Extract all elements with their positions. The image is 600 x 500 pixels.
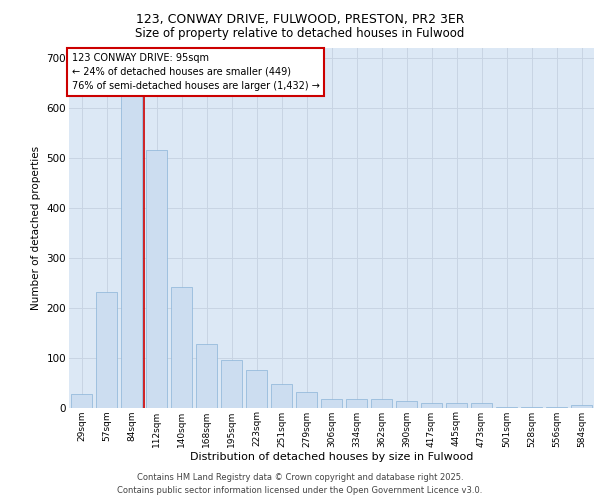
Text: Size of property relative to detached houses in Fulwood: Size of property relative to detached ho… [136, 28, 464, 40]
Bar [96, 292, 117, 408]
Bar [271, 384, 292, 407]
Bar [321, 398, 342, 407]
Bar [371, 399, 392, 407]
Bar [471, 403, 492, 407]
Bar [196, 344, 217, 407]
Y-axis label: Number of detached properties: Number of detached properties [31, 146, 41, 310]
Bar [246, 370, 267, 408]
Bar [346, 399, 367, 407]
Bar [171, 286, 192, 408]
Bar [396, 400, 417, 407]
Bar [446, 402, 467, 407]
Bar [71, 394, 92, 407]
Text: 123 CONWAY DRIVE: 95sqm
← 24% of detached houses are smaller (449)
76% of semi-d: 123 CONWAY DRIVE: 95sqm ← 24% of detache… [71, 53, 320, 91]
Bar [571, 404, 592, 407]
Bar [121, 78, 142, 407]
X-axis label: Distribution of detached houses by size in Fulwood: Distribution of detached houses by size … [190, 452, 473, 462]
Bar [221, 360, 242, 408]
Bar [421, 402, 442, 407]
Text: 123, CONWAY DRIVE, FULWOOD, PRESTON, PR2 3ER: 123, CONWAY DRIVE, FULWOOD, PRESTON, PR2… [136, 12, 464, 26]
Bar [296, 392, 317, 407]
Bar [146, 150, 167, 407]
Text: Contains HM Land Registry data © Crown copyright and database right 2025.
Contai: Contains HM Land Registry data © Crown c… [118, 474, 482, 495]
